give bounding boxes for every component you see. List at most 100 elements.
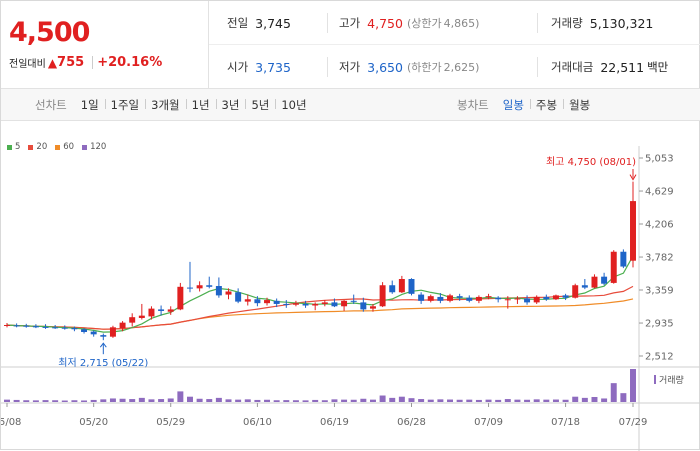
period-주봉[interactable]: 주봉 — [529, 97, 563, 113]
candle-body — [466, 297, 473, 301]
divider — [327, 57, 328, 77]
candle-body — [533, 296, 540, 303]
period-3개월[interactable]: 3개월 — [145, 97, 185, 113]
period-일봉[interactable]: 일봉 — [502, 98, 524, 112]
volume-bar — [418, 399, 425, 402]
open-value: 3,735 — [255, 59, 291, 75]
volume-bar — [244, 399, 251, 402]
candle-body — [572, 285, 579, 298]
candlestick-chart: 5,053 4,629 4,206 3,782 3,359 2,935 2,512 05/08… — [1, 146, 700, 451]
high-arrow-icon — [629, 174, 637, 181]
period-3년[interactable]: 3년 — [215, 97, 246, 113]
candle-period-list: 일봉 주봉 월봉 — [497, 97, 597, 113]
period-1주일[interactable]: 1주일 — [104, 97, 145, 113]
trade-value-unit: 백만 — [647, 60, 669, 74]
candle-body — [129, 317, 136, 323]
candle-body — [620, 251, 627, 267]
period-월봉[interactable]: 월봉 — [563, 97, 596, 113]
candle-body — [71, 328, 78, 330]
current-price: 4,500 — [9, 17, 90, 48]
candle-body — [23, 325, 30, 327]
volume-bar — [61, 400, 68, 402]
upper-limit-label: (상한가 — [406, 17, 442, 30]
volume-bar — [398, 396, 405, 402]
volume-bar — [254, 399, 261, 402]
high-value: 4,750 — [367, 15, 403, 31]
volume-bar — [52, 400, 59, 402]
volume-cell: 거래량 5,130,321 — [551, 1, 653, 45]
trade-value-label: 거래대금 — [551, 60, 594, 74]
volume-bar — [466, 399, 473, 402]
candle-body — [398, 279, 405, 293]
prev-close-value: 3,745 — [255, 15, 291, 31]
candle-body — [562, 295, 569, 298]
trade-value-cell: 거래대금 22,511 백만 — [551, 45, 668, 89]
volume-bar — [360, 398, 367, 402]
volume-bar — [369, 399, 376, 402]
high-label: 고가 — [339, 16, 361, 30]
legend-ma120: 120 — [82, 142, 106, 152]
candle-body — [81, 329, 88, 332]
period-10년[interactable]: 10년 — [275, 97, 312, 113]
candle-chart-periods: 봉차트 일봉 주봉 월봉 — [457, 89, 596, 121]
volume-bar — [283, 400, 290, 402]
candle-body — [292, 303, 299, 305]
candle-body — [61, 327, 68, 329]
candle-body — [456, 296, 463, 298]
period-1년[interactable]: 1년 — [185, 97, 216, 113]
volume-bar — [504, 399, 511, 402]
high-cell: 고가 4,750 (상한가 4,865) — [339, 1, 479, 45]
low-value: 3,650 — [367, 59, 403, 75]
prev-close-cell: 전일 3,745 — [227, 1, 291, 45]
candle-body — [167, 309, 174, 312]
legend-label: 20 — [36, 142, 48, 152]
candle-body — [100, 335, 107, 337]
candle-body — [427, 296, 434, 301]
candle-body — [331, 302, 338, 307]
candle-body — [601, 276, 608, 284]
low-cell: 저가 3,650 (하한가 2,625) — [339, 45, 479, 89]
low-label: 저가 — [339, 60, 361, 74]
candle-body — [389, 285, 396, 293]
period-1일[interactable]: 1일 — [80, 98, 99, 112]
x-tick-label: 07/29 — [619, 417, 648, 428]
volume-bar — [167, 398, 174, 402]
legend-label: 5 — [15, 142, 21, 152]
volume-bar — [4, 399, 10, 402]
candle-body — [254, 299, 261, 304]
candle-body — [514, 298, 521, 300]
candle-body — [109, 327, 116, 337]
candle-chart-label: 봉차트 — [457, 98, 489, 112]
candle-body — [225, 291, 232, 295]
volume-bar — [100, 399, 107, 402]
ma20-line — [6, 285, 634, 330]
candle-body — [177, 286, 184, 310]
y-tick-label: 2,935 — [645, 319, 674, 330]
candle-body — [283, 303, 290, 305]
volume-bar — [572, 396, 579, 402]
candle-body — [273, 300, 280, 304]
candle-body — [90, 331, 97, 335]
up-arrow-icon: ▲ — [47, 55, 58, 70]
volume-bar — [235, 399, 242, 402]
volume-bar — [389, 397, 396, 402]
candle-body — [630, 201, 636, 261]
candle-body — [504, 299, 511, 301]
volume-bar — [302, 400, 309, 402]
candle-body — [186, 287, 193, 289]
change-amount: 755 — [57, 55, 85, 70]
volume-bar — [138, 397, 145, 402]
candle-body — [350, 300, 357, 302]
line-period-list: 1일 1주일 3개월 1년 3년 5년 10년 — [75, 97, 313, 113]
volume-legend-label: 거래량 — [659, 374, 684, 386]
period-5년[interactable]: 5년 — [245, 97, 275, 113]
volume-bar — [514, 399, 521, 402]
legend-swatch — [82, 144, 88, 150]
volume-bar — [321, 400, 328, 402]
candle-body — [437, 296, 444, 301]
candle-body — [524, 298, 531, 303]
candle-body — [360, 302, 367, 310]
volume-bar — [206, 399, 213, 402]
candle-body — [418, 294, 425, 301]
